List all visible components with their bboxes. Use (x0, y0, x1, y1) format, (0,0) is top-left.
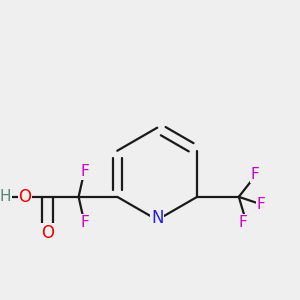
Text: H: H (0, 189, 11, 204)
Text: F: F (239, 214, 248, 230)
Text: F: F (80, 214, 89, 230)
Text: F: F (80, 164, 89, 179)
Text: O: O (41, 224, 54, 242)
Text: N: N (151, 209, 164, 227)
Text: F: F (257, 197, 266, 212)
Text: O: O (19, 188, 32, 206)
Text: F: F (251, 167, 260, 182)
